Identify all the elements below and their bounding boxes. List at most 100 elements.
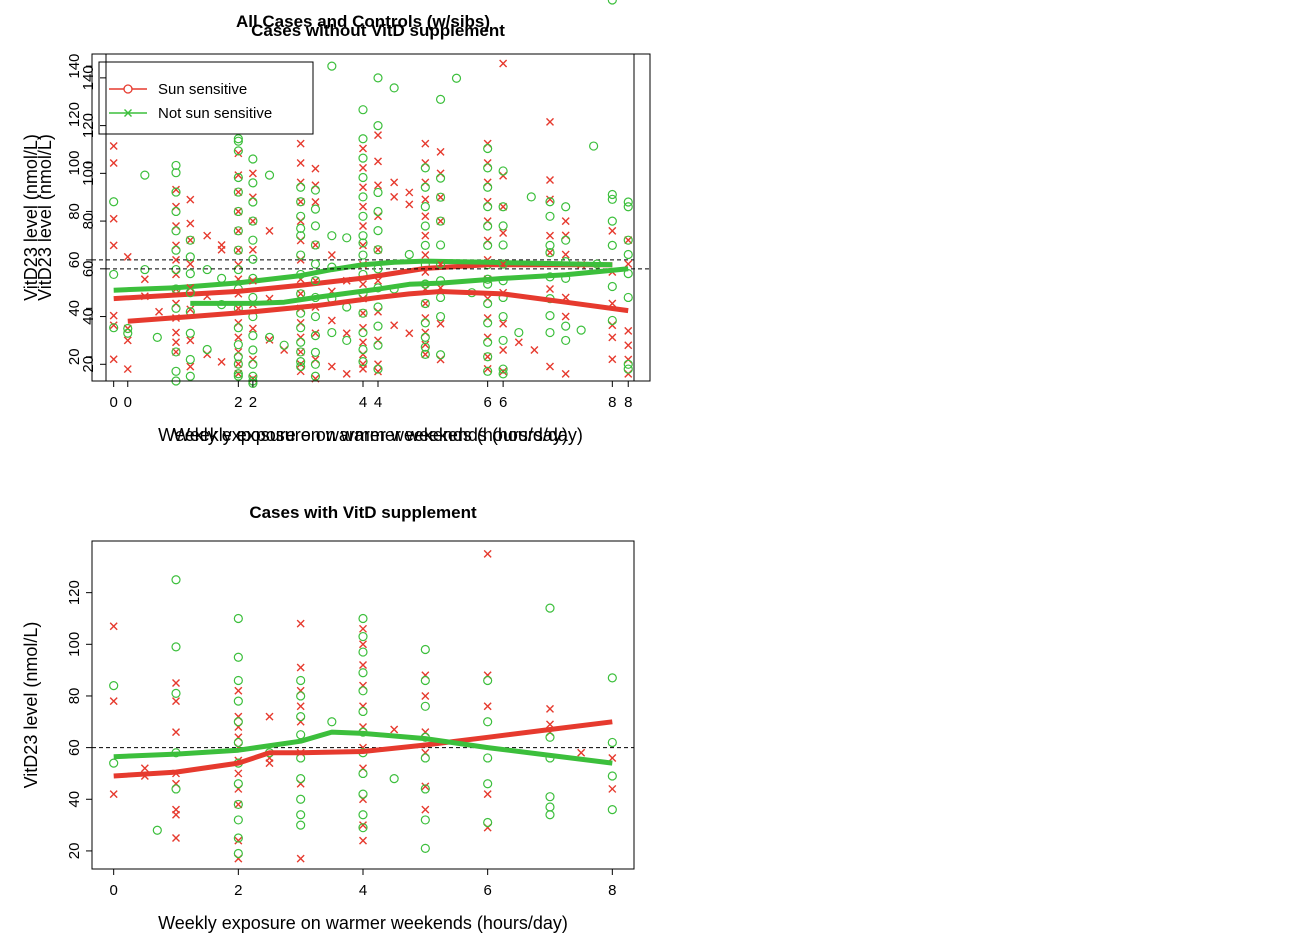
data-point (280, 345, 289, 354)
data-point (608, 355, 617, 364)
x-tick-label: 2 (234, 882, 242, 899)
data-point (420, 202, 430, 212)
data-point (499, 367, 508, 376)
data-point (234, 347, 243, 356)
y-tick-label: 100 (66, 632, 83, 657)
data-point (152, 825, 162, 835)
data-point (296, 347, 306, 357)
data-point (310, 221, 321, 231)
legend-label: Not sun sensitive (158, 105, 272, 122)
data-point (436, 169, 445, 178)
data-point (545, 311, 555, 321)
data-point (296, 854, 305, 863)
data-point (233, 371, 243, 381)
data-point (171, 168, 181, 178)
data-point (623, 197, 633, 207)
data-point (359, 280, 367, 289)
data-point (359, 364, 367, 373)
data-point (498, 335, 508, 346)
data-point (234, 769, 243, 778)
data-point (390, 192, 399, 201)
data-point (296, 231, 306, 241)
data-point (358, 686, 368, 696)
data-point (172, 328, 181, 337)
data-point (483, 197, 492, 206)
data-point (171, 784, 181, 794)
data-point (530, 345, 539, 354)
data-point (545, 211, 555, 221)
data-point (233, 146, 243, 156)
data-point (186, 219, 195, 228)
data-point (607, 315, 617, 326)
data-point (359, 183, 367, 192)
data-point (420, 240, 430, 250)
data-point (499, 319, 508, 328)
data-point (109, 681, 119, 691)
x-tick-label: 8 (608, 882, 616, 899)
data-point (109, 269, 119, 280)
data-point (296, 357, 306, 367)
data-point (358, 668, 368, 678)
data-point (171, 642, 181, 652)
series-curve-not-sun-sensitive (113, 729, 613, 766)
data-point (420, 843, 430, 853)
data-point (296, 820, 306, 830)
data-point (296, 250, 306, 260)
data-point (358, 631, 368, 642)
data-point (248, 378, 258, 388)
data-point (526, 192, 536, 202)
data-point (186, 260, 195, 269)
data-point (359, 144, 367, 153)
data-point (140, 275, 149, 284)
data-point (436, 319, 445, 328)
data-point (233, 652, 243, 662)
y-tick-label: 20 (80, 356, 97, 373)
data-point (499, 202, 508, 211)
data-point (327, 327, 337, 338)
data-point (358, 706, 368, 717)
data-point (545, 810, 555, 820)
data-point (374, 181, 382, 190)
data-point (172, 810, 181, 819)
data-point (185, 235, 195, 245)
data-point (545, 284, 554, 293)
data-point (359, 323, 367, 332)
data-point (233, 323, 243, 333)
data-point (420, 349, 430, 359)
data-point (296, 236, 305, 245)
data-point (514, 327, 524, 338)
data-point (390, 321, 399, 330)
data-point (248, 193, 257, 202)
legend-marker-circle (123, 84, 133, 94)
data-point (203, 231, 212, 240)
data-point (435, 259, 446, 269)
data-point (421, 139, 430, 148)
data-point (342, 233, 352, 243)
data-point (436, 193, 445, 202)
data-point (123, 324, 132, 333)
data-point (499, 345, 508, 354)
legend-marker-x (124, 109, 132, 117)
data-point (374, 307, 382, 316)
y-tick-label: 100 (66, 150, 83, 175)
data-point (373, 321, 383, 331)
data-point (373, 364, 383, 374)
data-point (171, 688, 181, 698)
data-point (233, 833, 243, 843)
data-point (359, 309, 367, 318)
data-point (483, 352, 492, 361)
data-point (310, 331, 321, 341)
data-point (420, 644, 430, 655)
data-point (233, 340, 243, 350)
y-tick-label: 80 (66, 688, 83, 705)
data-point (358, 810, 368, 820)
data-point (172, 338, 181, 347)
data-point (359, 836, 367, 845)
data-point (248, 245, 257, 254)
series-curve-sun-sensitive (113, 719, 613, 779)
data-point (248, 345, 258, 355)
data-point (234, 149, 243, 158)
data-point (358, 211, 368, 221)
data-point (327, 316, 336, 325)
data-point (499, 229, 508, 238)
